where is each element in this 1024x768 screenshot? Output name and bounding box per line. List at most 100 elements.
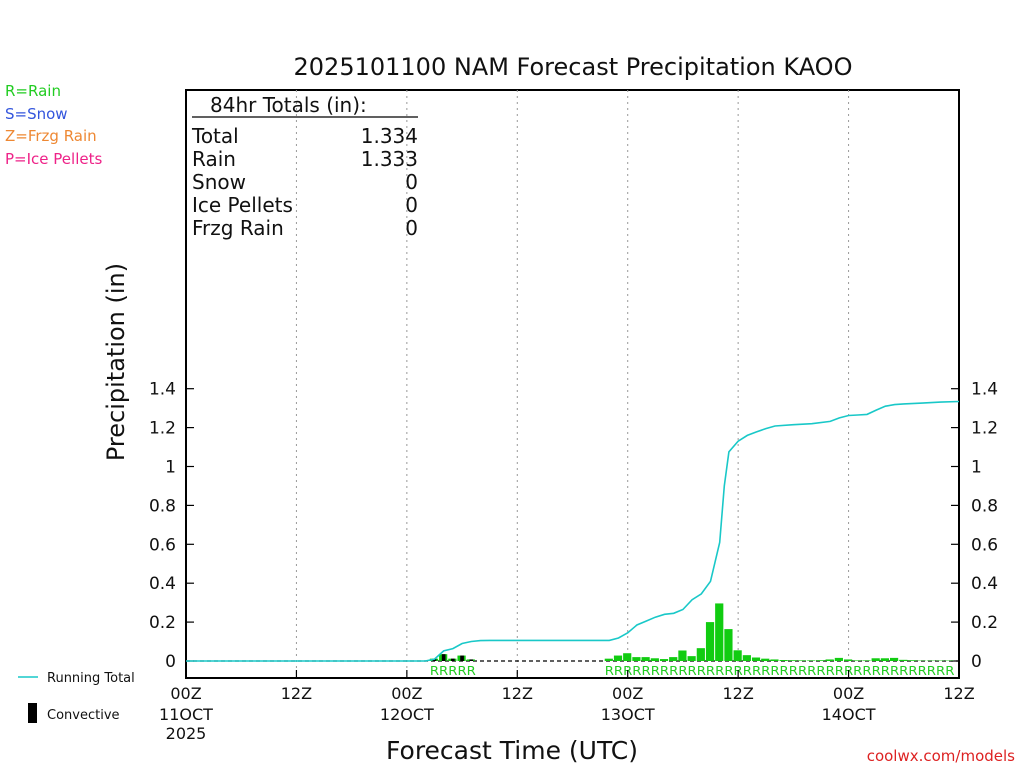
legend-rain: R=Rain bbox=[5, 82, 61, 100]
x-tick-date-label: 13OCT bbox=[601, 705, 655, 724]
line-legend: Running Total Convective bbox=[18, 671, 135, 723]
precip-bar bbox=[604, 658, 613, 661]
precip-bar bbox=[641, 657, 650, 661]
y-tick-label-left: 1.4 bbox=[149, 380, 176, 400]
x-tick-label: 12Z bbox=[722, 684, 753, 703]
precip-bar bbox=[880, 658, 889, 661]
running-total-line bbox=[186, 400, 960, 662]
totals-row-value: 0 bbox=[405, 193, 418, 217]
precip-bar bbox=[696, 648, 705, 661]
precip-bar bbox=[659, 659, 669, 661]
precip-bar bbox=[669, 657, 678, 661]
precip-bar bbox=[613, 655, 623, 661]
convective-bar bbox=[441, 654, 446, 661]
y-tick-label-left: 0.2 bbox=[149, 613, 176, 633]
precip-type-legend: R=Rain S=Snow Z=Frzg Rain P=Ice Pellets bbox=[5, 82, 102, 168]
y-tick-label-right: 0.4 bbox=[971, 574, 998, 594]
legend-ice-pellets: P=Ice Pellets bbox=[5, 150, 102, 168]
convective-bar bbox=[451, 658, 455, 661]
y-tick-label-left: 1.2 bbox=[149, 419, 176, 439]
precip-bar bbox=[825, 659, 834, 661]
precip-type-code: RRRRRRRRRRRRRRRRRRRRRRRRRRRRRRRRRRRRRR bbox=[605, 664, 955, 678]
precip-bar bbox=[724, 629, 733, 661]
y-axis-left: 0 0.2 0.4 0.6 0.8 1 1.2 1.4 bbox=[149, 380, 194, 672]
precip-bar bbox=[834, 657, 843, 661]
x-tick-year-label: 2025 bbox=[166, 724, 207, 743]
precip-bar bbox=[853, 660, 862, 661]
x-tick-label: 00Z bbox=[391, 684, 422, 703]
precip-bar bbox=[889, 657, 899, 661]
x-tick-label: 12Z bbox=[943, 684, 974, 703]
x-tick-date-label: 14OCT bbox=[822, 705, 876, 724]
y-tick-label-right: 1.2 bbox=[971, 419, 998, 439]
y-tick-label-right: 1 bbox=[971, 458, 982, 478]
x-tick-label: 00Z bbox=[612, 684, 643, 703]
y-tick-label-left: 0.8 bbox=[149, 496, 176, 516]
totals-row-label: Rain bbox=[192, 147, 236, 171]
x-tick-date-label: 11OCT bbox=[159, 705, 213, 724]
precip-bar bbox=[779, 660, 788, 661]
totals-row-value: 0 bbox=[405, 216, 418, 240]
precip-bars bbox=[429, 603, 954, 661]
y-tick-label-left: 0.6 bbox=[149, 535, 176, 555]
x-tick-label: 12Z bbox=[281, 684, 312, 703]
y-tick-label-left: 0 bbox=[165, 652, 176, 672]
precip-bar bbox=[751, 657, 761, 661]
chart-title: 2025101100 NAM Forecast Precipitation KA… bbox=[294, 53, 853, 81]
x-gridlines bbox=[295, 90, 850, 678]
y-tick-label-left: 1 bbox=[165, 458, 176, 478]
plot-frame bbox=[185, 89, 960, 679]
x-tick-date-label: 12OCT bbox=[380, 705, 434, 724]
precip-type-code: RRRRR bbox=[430, 664, 476, 678]
convective-legend-label: Convective bbox=[47, 708, 120, 723]
precip-type-strip: RRRRR RRRRRRRRRRRRRRRRRRRRRRRRRRRRRRRRRRR… bbox=[430, 664, 955, 678]
precip-bar bbox=[715, 603, 724, 661]
y-tick-label-right: 0.8 bbox=[971, 496, 998, 516]
x-tick-label: 00Z bbox=[170, 684, 201, 703]
convective-bar bbox=[460, 655, 464, 661]
y-tick-label-right: 0 bbox=[971, 652, 982, 672]
convective-bar bbox=[469, 659, 474, 661]
precip-bar bbox=[899, 659, 908, 661]
totals-rows: Total 1.334 Rain 1.333 Snow 0 Ice Pellets 0 Frzg… bbox=[191, 124, 418, 240]
precip-bar bbox=[687, 656, 696, 661]
totals-row-value: 1.334 bbox=[361, 124, 418, 148]
precip-bar bbox=[733, 650, 742, 661]
precip-bar bbox=[742, 655, 751, 661]
y-tick-label-left: 0.4 bbox=[149, 574, 176, 594]
x-tick-label: 12Z bbox=[502, 684, 533, 703]
precip-bar bbox=[788, 660, 797, 661]
totals-row-label: Ice Pellets bbox=[192, 193, 293, 217]
precip-bar bbox=[632, 657, 641, 661]
precip-bar bbox=[623, 653, 632, 661]
precip-bar bbox=[650, 658, 659, 661]
y-axis-right: 0 0.2 0.4 0.6 0.8 1 1.2 1.4 bbox=[951, 380, 998, 672]
precip-bar bbox=[816, 660, 825, 661]
precip-bar bbox=[843, 659, 853, 661]
precip-bar bbox=[871, 658, 880, 661]
totals-box: 84hr Totals (in): Total 1.334 Rain 1.333 Sno… bbox=[191, 93, 418, 240]
totals-header: 84hr Totals (in): bbox=[210, 93, 367, 117]
totals-row-label: Total bbox=[191, 124, 239, 148]
x-tick-label: 00Z bbox=[833, 684, 864, 703]
running-total-legend-label: Running Total bbox=[47, 671, 135, 686]
precip-bar bbox=[678, 650, 687, 661]
precip-bar bbox=[807, 660, 816, 661]
precip-bar bbox=[770, 659, 779, 661]
legend-snow: S=Snow bbox=[5, 105, 68, 123]
watermark: coolwx.com/models bbox=[867, 747, 1015, 765]
y-tick-label-right: 0.2 bbox=[971, 613, 998, 633]
totals-row-value: 0 bbox=[405, 170, 418, 194]
totals-row-value: 1.333 bbox=[361, 147, 418, 171]
y-tick-label-right: 1.4 bbox=[971, 380, 998, 400]
x-axis-label: Forecast Time (UTC) bbox=[386, 736, 638, 765]
legend-frzg-rain: Z=Frzg Rain bbox=[5, 127, 97, 145]
y-tick-label-right: 0.6 bbox=[971, 535, 998, 555]
precip-bar bbox=[761, 658, 770, 661]
convective-legend-swatch bbox=[28, 703, 37, 723]
precip-bar bbox=[862, 660, 871, 661]
totals-row-label: Snow bbox=[192, 170, 246, 194]
y-axis-label: Precipitation (in) bbox=[102, 263, 130, 461]
